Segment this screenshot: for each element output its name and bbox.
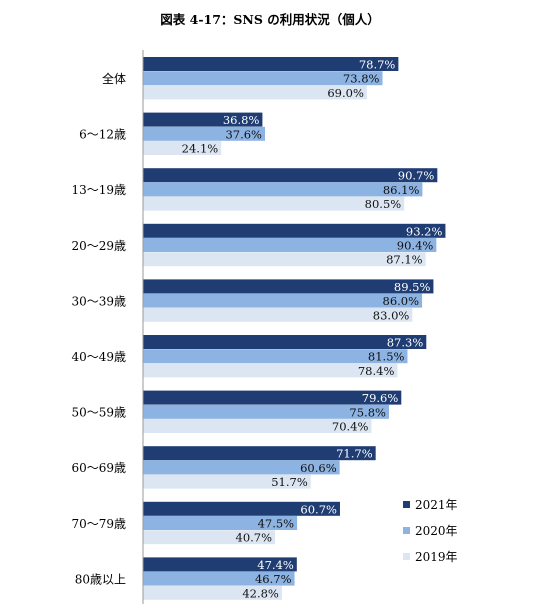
data-label: 83.0% bbox=[373, 308, 410, 322]
data-label: 51.7% bbox=[271, 475, 308, 489]
bar bbox=[143, 557, 297, 572]
bar bbox=[143, 168, 438, 183]
data-label: 42.8% bbox=[242, 586, 279, 600]
category-label: 6～12歳 bbox=[79, 128, 126, 142]
data-label: 81.5% bbox=[368, 350, 405, 364]
data-label: 47.4% bbox=[257, 558, 294, 572]
category-label: 13～19歳 bbox=[71, 183, 126, 197]
bar bbox=[143, 419, 372, 433]
bar bbox=[143, 85, 367, 100]
data-label: 71.7% bbox=[336, 447, 373, 461]
bar bbox=[143, 279, 434, 294]
bar bbox=[143, 585, 282, 600]
data-label: 89.5% bbox=[394, 280, 431, 294]
bar bbox=[143, 57, 399, 71]
bar bbox=[143, 571, 295, 586]
data-label: 40.7% bbox=[236, 531, 273, 545]
bar bbox=[143, 112, 263, 127]
category-label: 30～39歳 bbox=[71, 294, 126, 308]
bar bbox=[143, 446, 376, 461]
legend-swatch bbox=[403, 501, 410, 508]
data-label: 79.6% bbox=[362, 391, 399, 405]
data-label: 93.2% bbox=[406, 224, 443, 238]
category-label: 40～49歳 bbox=[71, 350, 126, 364]
data-label: 60.7% bbox=[300, 502, 337, 516]
bar bbox=[143, 335, 427, 349]
bar bbox=[143, 460, 340, 475]
bar bbox=[143, 501, 340, 516]
data-label: 36.8% bbox=[223, 113, 260, 127]
data-label: 86.1% bbox=[383, 183, 420, 197]
bar bbox=[143, 223, 446, 238]
bar bbox=[143, 307, 413, 322]
bar bbox=[143, 293, 423, 308]
data-label: 46.7% bbox=[255, 572, 292, 586]
data-label: 70.4% bbox=[332, 420, 369, 434]
bar bbox=[143, 474, 311, 489]
bar-area: 全体 78.7%73.8%69.0% 6～12歳 36.8%37.6% 24.1% 13～… bbox=[71, 57, 446, 600]
legend-swatch bbox=[403, 553, 410, 560]
bar bbox=[143, 252, 426, 267]
bar bbox=[143, 363, 398, 378]
legend-swatch bbox=[403, 527, 410, 534]
bar bbox=[143, 516, 298, 530]
bar bbox=[143, 238, 437, 252]
data-label: 73.8% bbox=[343, 72, 380, 86]
data-label: 78.7% bbox=[359, 58, 396, 72]
legend-label: 2020年 bbox=[415, 524, 458, 538]
data-label: 86.0% bbox=[383, 294, 420, 308]
bar bbox=[143, 196, 405, 211]
bar bbox=[143, 141, 222, 155]
category-label: 80歳以上 bbox=[75, 572, 126, 586]
data-label: 90.4% bbox=[397, 239, 434, 253]
bar bbox=[143, 530, 276, 545]
data-label: 69.0% bbox=[327, 86, 364, 100]
legend-label: 2021年 bbox=[415, 498, 458, 512]
category-label: 20～29歳 bbox=[71, 239, 126, 253]
data-label: 37.6% bbox=[225, 127, 262, 141]
data-label: 90.7% bbox=[398, 169, 435, 183]
data-label: 60.6% bbox=[300, 461, 337, 475]
chart-title: 図表 4-17：SNS の利用状況（個人） bbox=[160, 12, 379, 27]
data-label: 87.3% bbox=[387, 336, 424, 350]
data-label: 47.5% bbox=[258, 517, 295, 531]
category-label: 70～79歳 bbox=[71, 517, 126, 531]
bar bbox=[143, 126, 266, 141]
bar bbox=[143, 404, 389, 419]
legend: 2021年 2020年 2019年 bbox=[403, 498, 458, 564]
data-label: 80.5% bbox=[365, 197, 402, 211]
category-label: 60～69歳 bbox=[71, 461, 126, 475]
data-label: 24.1% bbox=[182, 142, 219, 156]
data-label: 78.4% bbox=[358, 364, 395, 378]
category-label: 全体 bbox=[102, 71, 126, 86]
bar bbox=[143, 349, 408, 364]
bar bbox=[143, 390, 402, 405]
bar bbox=[143, 71, 383, 86]
bar bbox=[143, 182, 423, 197]
legend-label: 2019年 bbox=[415, 550, 458, 564]
category-label: 50～59歳 bbox=[71, 406, 126, 420]
data-label: 87.1% bbox=[386, 253, 423, 267]
data-label: 75.8% bbox=[349, 405, 386, 419]
